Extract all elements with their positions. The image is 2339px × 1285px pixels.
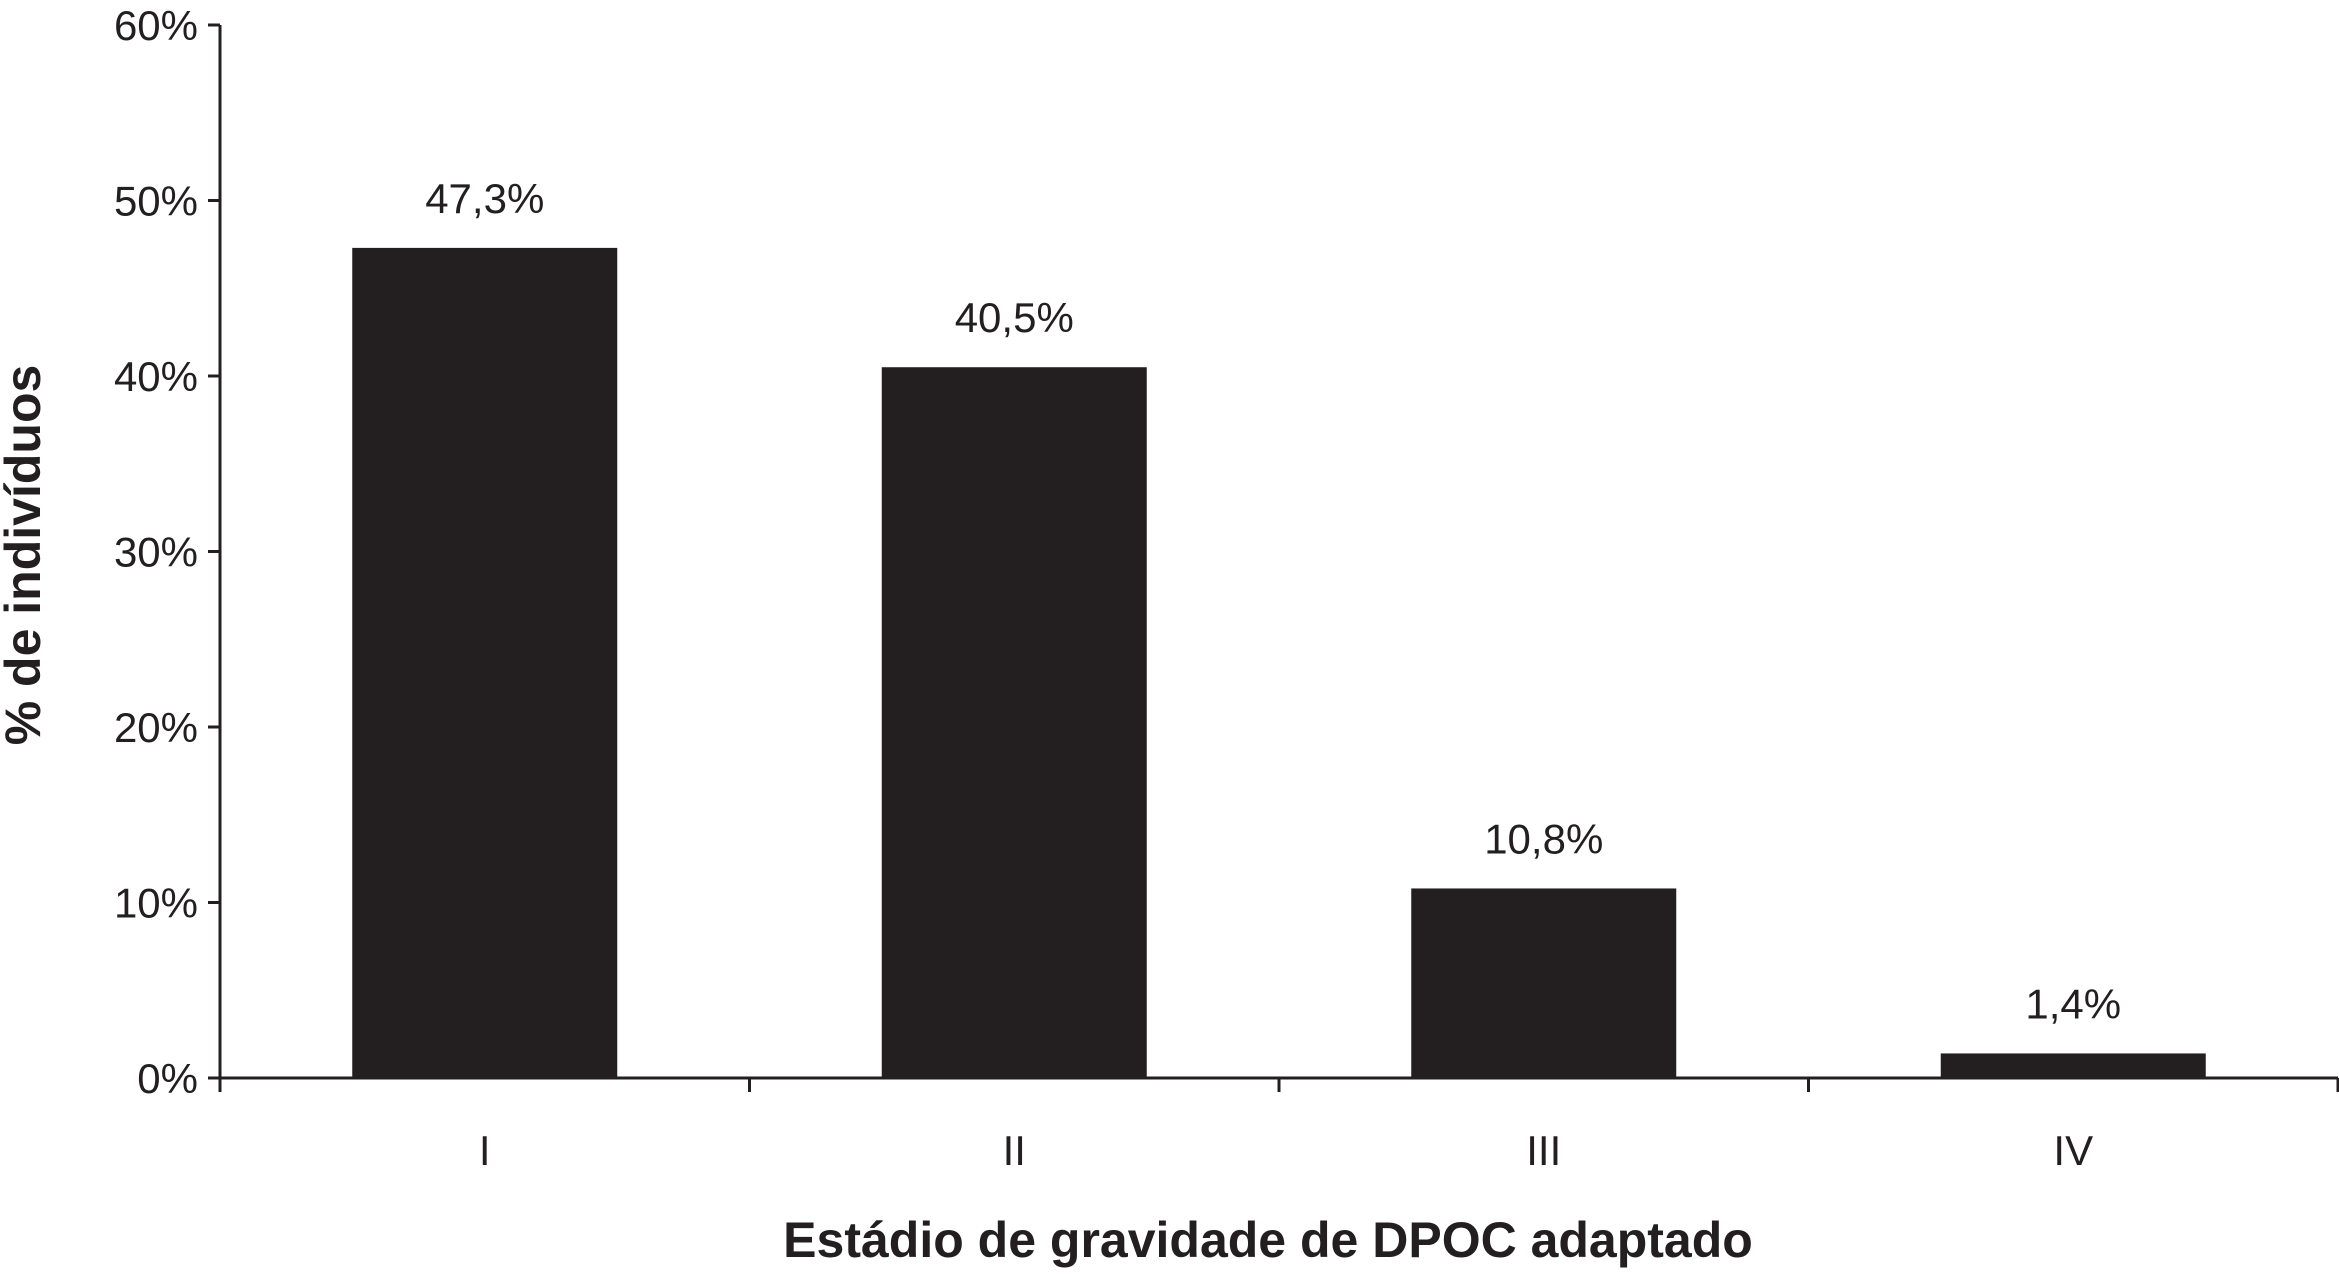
data-label: 1,4% — [2025, 980, 2121, 1027]
y-axis-title: % de indivíduos — [0, 365, 51, 746]
bar-i — [352, 247, 618, 1078]
y-tick-label: 20% — [114, 704, 198, 751]
x-tick-label: I — [479, 1127, 491, 1174]
plot-area: 0% 10% 20% 30% 40% 50% 60% 47,3% I 40,5% II 10,8% II… — [114, 2, 2339, 1174]
y-tick-label: 10% — [114, 880, 198, 927]
x-tick-label: II — [1003, 1127, 1026, 1174]
bar-iv — [1940, 1053, 2206, 1078]
data-label: 47,3% — [425, 175, 544, 222]
x-tick-label: III — [1526, 1127, 1561, 1174]
y-tick-label: 40% — [114, 353, 198, 400]
y-tick-label: 30% — [114, 529, 198, 576]
bar-iii — [1411, 888, 1677, 1078]
y-tick-label: 0% — [137, 1055, 198, 1102]
data-label: 40,5% — [955, 294, 1074, 341]
bar-ii — [881, 367, 1147, 1079]
data-label: 10,8% — [1484, 815, 1603, 862]
x-tick-label: IV — [2053, 1127, 2093, 1174]
y-tick-label: 60% — [114, 2, 198, 49]
x-axis-title: Estádio de gravidade de DPOC adaptado — [783, 1212, 1753, 1268]
y-tick-label: 50% — [114, 178, 198, 225]
